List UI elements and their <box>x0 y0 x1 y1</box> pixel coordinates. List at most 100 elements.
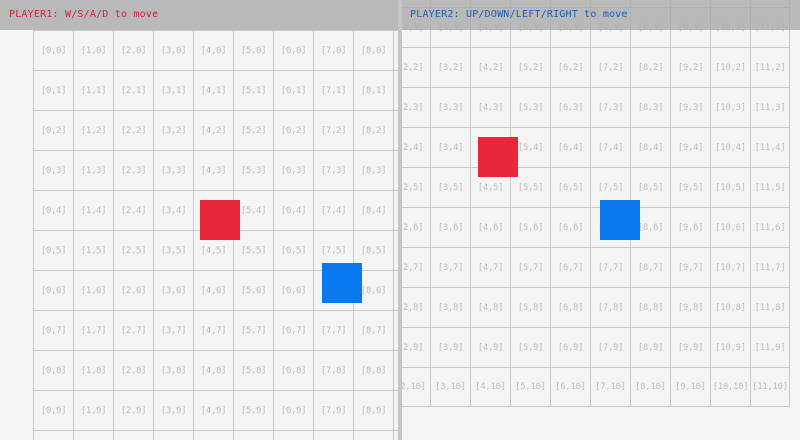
grid-cell: [9,10] <box>393 430 398 440</box>
grid-cell: [3,3] <box>153 150 193 190</box>
grid-cell-label: [2,5] <box>120 245 147 256</box>
grid-cell-label: [3,9] <box>160 405 187 416</box>
grid-cell-label: [6,10] <box>555 382 586 392</box>
grid-cell-label: [8,9] <box>637 342 664 353</box>
grid-cell: [0,10] <box>33 430 73 440</box>
grid-cell: [6,10] <box>550 367 590 407</box>
grid-cell-label: [1,3] <box>80 165 107 176</box>
grid-cell-label: [7,3] <box>320 165 347 176</box>
grid-cell-label: [6,4] <box>557 142 584 153</box>
player2-header: PLAYER2: UP/DOWN/LEFT/RIGHT to move <box>402 0 800 30</box>
grid-cell: [2,6] <box>402 207 430 247</box>
grid-cell-label: [0,3] <box>40 165 67 176</box>
grid-cell-label: [5,0] <box>240 45 267 56</box>
grid-cell-label: [7,7] <box>597 262 624 273</box>
grid-cell-label: [7,5] <box>597 182 624 193</box>
grid-cell: [2,3] <box>113 150 153 190</box>
grid-cell: [3,4] <box>153 190 193 230</box>
grid-cell: [8,9] <box>353 390 393 430</box>
grid-cell: [7,5] <box>313 230 353 270</box>
grid-cell-label: [1,1] <box>80 85 107 96</box>
grid-cell: [5,8] <box>233 350 273 390</box>
player1-instructions: PLAYER1: W/S/A/D to move <box>9 9 159 20</box>
grid-cell-label: [7,4] <box>320 205 347 216</box>
grid-cell: [1,7] <box>73 310 113 350</box>
grid-cell-label: [7,10] <box>595 382 626 392</box>
grid-cell: [4,8] <box>470 287 510 327</box>
grid-cell-label: [6,6] <box>280 285 307 296</box>
grid-cell-label: [5,7] <box>240 325 267 336</box>
grid-cell: [4,9] <box>193 390 233 430</box>
grid-cell-label: [11,9] <box>754 342 786 353</box>
grid-cell-label: [6,6] <box>557 222 584 233</box>
grid-cell-label: [4,3] <box>477 102 504 113</box>
grid-cell: [1,2] <box>73 110 113 150</box>
grid-cell: [11,4] <box>750 127 790 167</box>
grid-cell: [5,6] <box>510 207 550 247</box>
grid-cell-label: [2,0] <box>120 45 147 56</box>
grid-cell: [4,2] <box>193 110 233 150</box>
grid-cell-label: [5,7] <box>517 262 544 273</box>
grid-cell-label: [8,7] <box>637 262 664 273</box>
grid-cell: [0,3] <box>33 150 73 190</box>
grid-cell-label: [3,4] <box>437 142 464 153</box>
grid-cell: [4,7] <box>193 310 233 350</box>
grid-cell-label: [8,4] <box>360 205 387 216</box>
grid-cell: [2,1] <box>113 70 153 110</box>
grid-cell: [2,5] <box>113 230 153 270</box>
grid-cell: [9,6] <box>670 207 710 247</box>
grid-cell: [8,10] <box>630 367 670 407</box>
grid-cell: [4,3] <box>193 150 233 190</box>
grid-cell: [2,8] <box>402 287 430 327</box>
grid-cell: [11,10] <box>750 367 790 407</box>
grid-cell: [1,8] <box>73 350 113 390</box>
grid-cell: [10,9] <box>710 327 750 367</box>
grid-cell: [5,2] <box>233 110 273 150</box>
grid-cell: [2,4] <box>113 190 153 230</box>
grid-cell: [9,7] <box>393 310 398 350</box>
grid-cell-label: [6,2] <box>280 125 307 136</box>
grid-cell: [0,0] <box>33 30 73 70</box>
grid-cell: [11,9] <box>750 327 790 367</box>
player1-viewport: [0,0] [1,0] [2,0] [3,0] [4,0] [5,0] [6,0] [7,0]… <box>0 0 398 440</box>
grid-cell: [10,6] <box>710 207 750 247</box>
grid-cell: [7,9] <box>590 327 630 367</box>
grid-cell-label: [0,1] <box>40 85 67 96</box>
grid-cell-label: [5,6] <box>240 285 267 296</box>
grid-cell-label: [7,1] <box>320 85 347 96</box>
grid-cell-label: [1,5] <box>80 245 107 256</box>
grid-cell: [9,9] <box>670 327 710 367</box>
grid-cell: [3,10] <box>153 430 193 440</box>
grid-cell-label: [10,5] <box>715 182 746 193</box>
grid-cell: [9,2] <box>670 47 710 87</box>
grid-cell-label: [2,4] <box>120 205 147 216</box>
grid-cell: [0,2] <box>33 110 73 150</box>
grid-cell-label: [6,3] <box>557 102 584 113</box>
grid-cell-label: [1,7] <box>80 325 107 336</box>
grid-cell: [10,8] <box>710 287 750 327</box>
grid-cell: [4,6] <box>470 207 510 247</box>
grid-cell: [9,5] <box>670 167 710 207</box>
grid-cell: [9,4] <box>670 127 710 167</box>
grid-cell: [8,3] <box>630 87 670 127</box>
grid-cell: [3,3] <box>430 87 470 127</box>
grid-cell-label: [4,5] <box>200 245 227 256</box>
split-divider <box>398 0 402 440</box>
grid-cell: [9,9] <box>393 390 398 430</box>
grid-cell: [3,10] <box>430 367 470 407</box>
grid-cell-label: [7,8] <box>320 365 347 376</box>
grid-cell-label: [5,5] <box>517 182 544 193</box>
grid-cell-label: [11,6] <box>754 222 786 233</box>
grid-cell: [8,4] <box>353 190 393 230</box>
grid-cell: [0,7] <box>33 310 73 350</box>
grid-cell-label: [9,2] <box>677 62 704 73</box>
grid-cell: [3,7] <box>153 310 193 350</box>
grid-cell-label: [4,10] <box>475 382 506 392</box>
grid-cell: [6,5] <box>550 167 590 207</box>
grid-cell-label: [2,3] <box>120 165 147 176</box>
grid-cell: [7,2] <box>590 47 630 87</box>
grid-cell: [3,5] <box>430 167 470 207</box>
grid-cell-label: [7,0] <box>320 45 347 56</box>
grid-cell: [6,7] <box>550 247 590 287</box>
grid-cell: [6,8] <box>273 350 313 390</box>
